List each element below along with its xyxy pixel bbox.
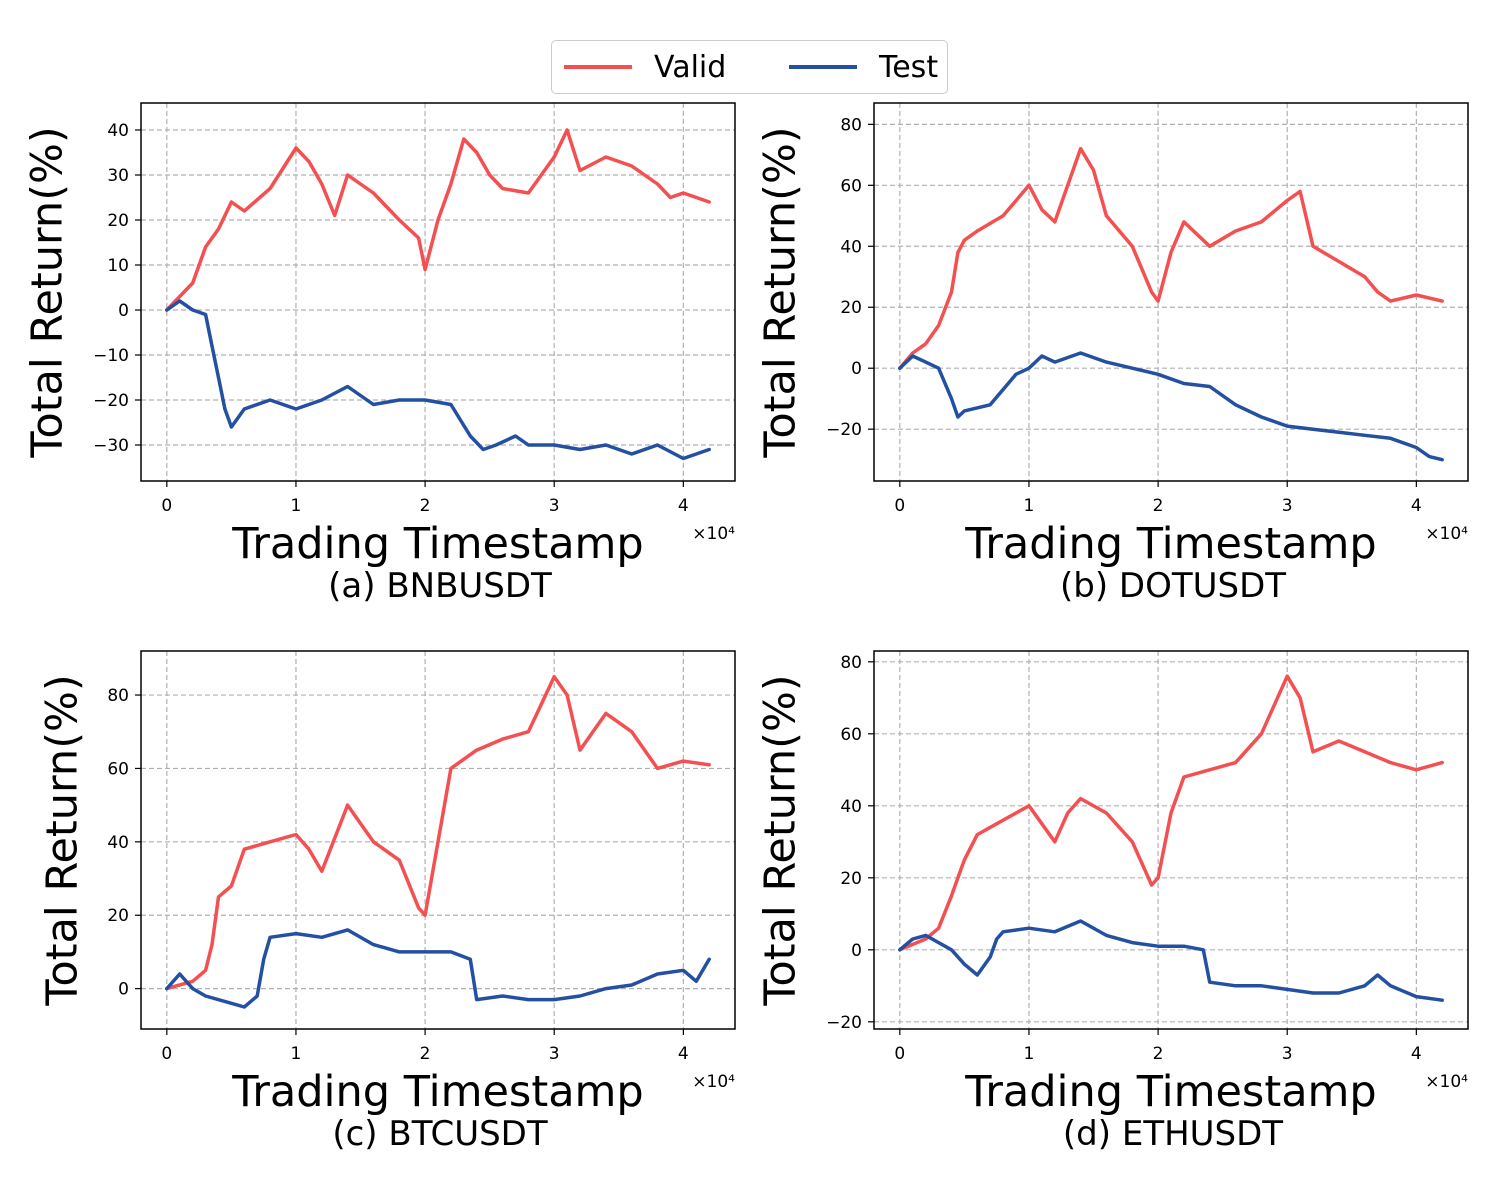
legend-item-valid: Valid [564, 41, 726, 93]
y-tick-label: 0 [118, 301, 129, 321]
chart-caption: (c) BTCUSDT [332, 1114, 548, 1154]
y-tick-label: 0 [851, 359, 862, 379]
legend-label-test: Test [879, 49, 939, 85]
x-tick-label: 3 [1282, 1044, 1293, 1064]
y-tick-label: 20 [107, 906, 129, 926]
y-axis-label: Total Return(%) [38, 674, 88, 1006]
series-line-valid [898, 146, 1444, 370]
x-tick-label: 4 [1411, 1044, 1422, 1064]
y-tick-label: 60 [107, 759, 129, 779]
x-tick-label: 0 [161, 1044, 172, 1064]
series-line-valid [165, 674, 711, 991]
x-tick-label: 1 [1024, 496, 1035, 516]
plot-frame [873, 650, 1469, 1030]
y-tick-label: 20 [840, 869, 862, 889]
y-tick-label: −20 [93, 391, 129, 411]
chart-caption: (d) ETHUSDT [1063, 1114, 1283, 1154]
series-line-valid [898, 674, 1444, 952]
legend-swatch-valid [564, 65, 632, 69]
y-tick-label: 40 [107, 833, 129, 853]
legend-item-test: Test [789, 41, 938, 93]
x-tick-label: 4 [678, 496, 689, 516]
series-line-test [165, 928, 711, 1009]
y-tick-label: 60 [840, 176, 862, 196]
y-tick-label: 60 [840, 725, 862, 745]
y-axis-label: Total Return(%) [756, 674, 806, 1006]
series-line-test [898, 919, 1444, 1002]
x-axis-label: Trading Timestamp [964, 519, 1376, 569]
x-tick-label: 4 [678, 1044, 689, 1064]
x-tick-label: 4 [1411, 496, 1422, 516]
x-tick-label: 2 [1153, 1044, 1164, 1064]
y-tick-label: −10 [93, 346, 129, 366]
y-tick-label: −20 [826, 420, 862, 440]
x-axis-label: Trading Timestamp [231, 1067, 643, 1117]
plot-frame [873, 102, 1469, 482]
y-axis-label: Total Return(%) [23, 126, 73, 458]
x-tick-label: 3 [549, 496, 560, 516]
x-tick-label: 1 [1024, 1044, 1035, 1064]
x-axis-label: Trading Timestamp [964, 1067, 1376, 1117]
x-tick-label: 3 [1282, 496, 1293, 516]
legend: Valid Test [551, 40, 948, 94]
y-tick-label: 80 [840, 115, 862, 135]
plot-frame [140, 102, 736, 482]
chart-panel-4: 0 1 2 3 4 −20 0 20 40 60 80 ×10⁴ Trading Timestamp To… [756, 650, 1469, 1154]
x-multiplier-label: ×10⁴ [692, 524, 735, 544]
y-tick-label: 40 [107, 121, 129, 141]
y-tick-label: 0 [118, 980, 129, 1000]
y-tick-label: 0 [851, 941, 862, 961]
y-tick-label: 40 [840, 237, 862, 257]
series-line-test [165, 299, 711, 461]
chart-caption: (a) BNBUSDT [328, 566, 552, 606]
plot-frame [140, 650, 736, 1030]
y-tick-label: −30 [93, 436, 129, 456]
x-tick-label: 0 [894, 1044, 905, 1064]
x-tick-label: 2 [420, 1044, 431, 1064]
x-multiplier-label: ×10⁴ [1425, 524, 1468, 544]
y-tick-label: 10 [107, 256, 129, 276]
y-tick-label: 80 [107, 686, 129, 706]
y-axis-label: Total Return(%) [756, 126, 806, 458]
y-tick-label: 30 [107, 166, 129, 186]
y-tick-label: 20 [840, 298, 862, 318]
y-tick-label: 80 [840, 653, 862, 673]
y-tick-label: 20 [107, 211, 129, 231]
legend-label-valid: Valid [654, 49, 727, 85]
x-multiplier-label: ×10⁴ [692, 1072, 735, 1092]
x-multiplier-label: ×10⁴ [1425, 1072, 1468, 1092]
chart-caption: (b) DOTUSDT [1060, 566, 1286, 606]
series-line-test [898, 351, 1444, 462]
x-tick-label: 0 [161, 496, 172, 516]
x-tick-label: 0 [894, 496, 905, 516]
x-axis-label: Trading Timestamp [231, 519, 643, 569]
legend-swatch-test [789, 65, 857, 69]
y-tick-label: 40 [840, 797, 862, 817]
series-line-valid [165, 128, 711, 312]
x-tick-label: 1 [291, 496, 302, 516]
chart-panel-2: 0 1 2 3 4 −20 0 20 40 60 80 ×10⁴ Trading Timestamp To… [756, 102, 1469, 606]
x-tick-label: 2 [420, 496, 431, 516]
x-tick-label: 3 [549, 1044, 560, 1064]
x-tick-label: 2 [1153, 496, 1164, 516]
chart-panel-1: 0 1 2 3 4 −30 −20 −10 0 10 20 30 40 ×10⁴ Trading Times… [23, 102, 736, 606]
x-tick-label: 1 [291, 1044, 302, 1064]
y-tick-label: −20 [826, 1013, 862, 1033]
